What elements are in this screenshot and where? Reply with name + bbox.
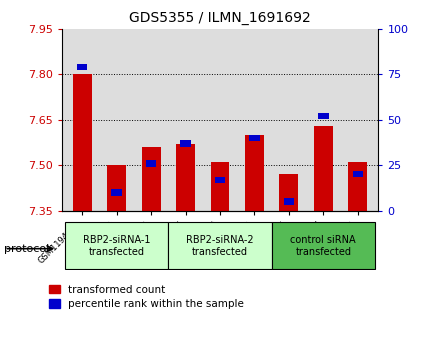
Bar	[314, 126, 333, 211]
Title: GDS5355 / ILMN_1691692: GDS5355 / ILMN_1691692	[129, 11, 311, 25]
Bar	[176, 144, 195, 211]
Text: control siRNA
transfected: control siRNA transfected	[290, 235, 356, 257]
Bar	[318, 113, 329, 119]
Bar	[271, 223, 375, 269]
Bar	[107, 165, 126, 211]
Bar	[352, 171, 363, 178]
Bar	[180, 140, 191, 147]
Bar	[77, 64, 88, 70]
Bar	[111, 189, 122, 196]
Bar	[65, 223, 169, 269]
Bar	[146, 160, 156, 167]
Bar	[169, 223, 271, 269]
Text: RBP2-siRNA-2
transfected: RBP2-siRNA-2 transfected	[186, 235, 254, 257]
Legend: transformed count, percentile rank within the sample: transformed count, percentile rank withi…	[49, 285, 244, 309]
Bar	[73, 74, 92, 211]
Bar	[249, 135, 260, 141]
Bar	[279, 174, 298, 211]
Text: RBP2-siRNA-1
transfected: RBP2-siRNA-1 transfected	[83, 235, 150, 257]
Bar	[142, 147, 161, 211]
Bar	[348, 162, 367, 211]
Bar	[284, 198, 294, 205]
Text: protocol: protocol	[4, 244, 50, 254]
Bar	[215, 176, 225, 183]
Bar	[245, 135, 264, 211]
Bar	[210, 162, 230, 211]
